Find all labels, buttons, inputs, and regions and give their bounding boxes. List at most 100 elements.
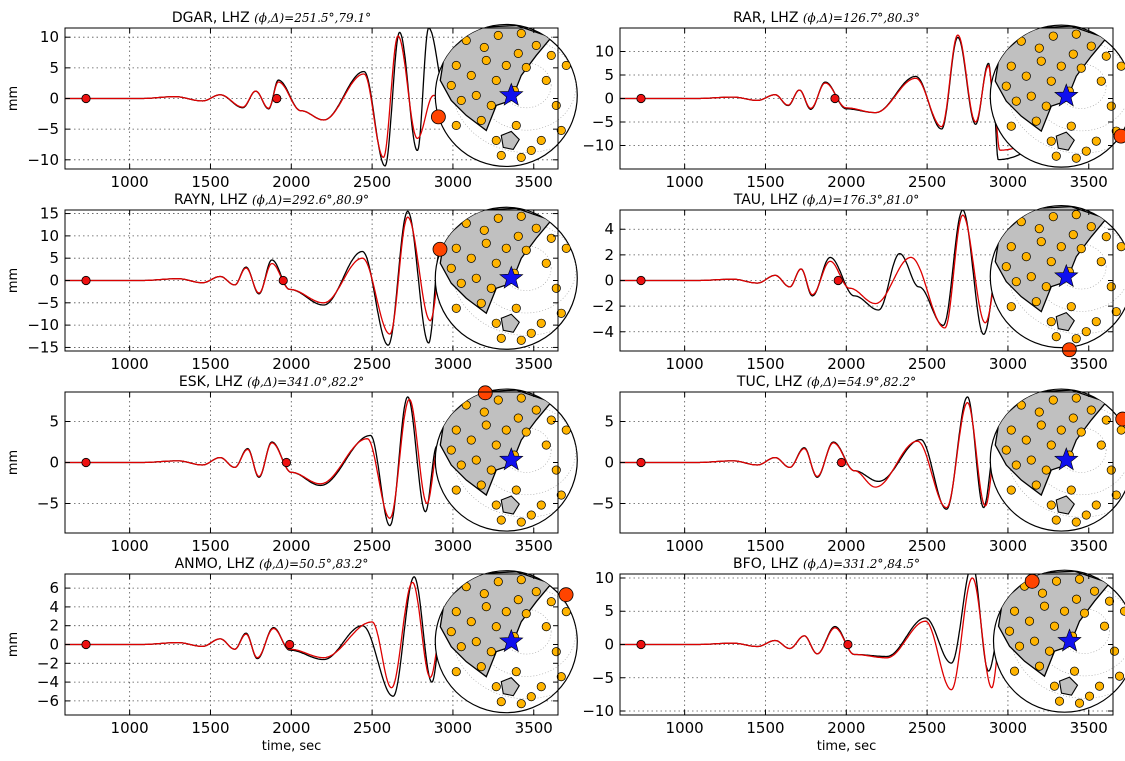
x-tick-label: 3500 [515, 719, 553, 737]
station-marker [1101, 232, 1111, 242]
y-tick-label: −5 [592, 494, 614, 512]
station-marker [521, 427, 531, 437]
x-tick-label: 1000 [111, 355, 149, 373]
x-axis-label: time, sec [262, 739, 322, 754]
graticule-line [501, 609, 552, 655]
x-tick-label: 3000 [434, 537, 472, 555]
station-marker [1091, 136, 1101, 146]
globe-content [439, 207, 578, 345]
angle-label: (ϕ,Δ)=50.5°,83.2° [259, 557, 368, 571]
station-marker [1051, 332, 1061, 342]
subplot-title: ANMO, LHZ (ϕ,Δ)=50.5°,83.2° [175, 556, 369, 572]
pick-marker [81, 275, 91, 286]
pick-marker [285, 639, 295, 650]
station-label: RAYN, LHZ [174, 192, 252, 208]
station-marker [1009, 666, 1020, 676]
station-marker [451, 303, 461, 313]
angle-label: (ϕ,Δ)=126.7°,80.3° [803, 11, 920, 25]
station-label: ANMO, LHZ [175, 556, 259, 572]
station-marker [493, 30, 503, 40]
star-icon [499, 265, 524, 289]
angle-label: (ϕ,Δ)=292.6°,80.9° [252, 193, 369, 207]
station-marker [1016, 36, 1026, 46]
station-marker [476, 480, 486, 490]
x-tick-label: 3000 [989, 355, 1027, 373]
station-marker [479, 407, 489, 417]
station-map-inset [989, 24, 1125, 168]
subplot-0: DGAR, LHZ (ϕ,Δ)=251.5°,79.1° 1000 1500 2000… [6, 10, 578, 191]
station-marker [1116, 425, 1125, 435]
station-marker [1066, 485, 1076, 495]
y-tick-label: −10 [27, 151, 59, 169]
station-marker [1051, 576, 1062, 586]
station-marker [1076, 427, 1086, 437]
station-marker [491, 258, 501, 268]
x-tick-label: 1500 [746, 173, 784, 191]
y-tick-label: −4 [37, 673, 59, 691]
station-marker [496, 697, 506, 707]
subplot-7: BFO, LHZ (ϕ,Δ)=331.2°,84.5° 1000 1500 2000 2… [582, 556, 1125, 754]
station-marker [1071, 517, 1081, 527]
station-marker [471, 90, 481, 100]
x-tick-label: 3500 [1070, 173, 1108, 191]
island [500, 313, 520, 333]
pick-marker [830, 93, 840, 104]
station-marker [491, 440, 501, 450]
pick-marker [278, 275, 288, 286]
station-marker [546, 50, 556, 60]
station-marker [536, 682, 546, 692]
station-marker [1104, 596, 1115, 606]
station-marker [516, 517, 526, 527]
station-marker [561, 425, 571, 435]
station-marker [1001, 445, 1011, 455]
y-axis-label: mm [6, 86, 21, 111]
current-station-marker [430, 109, 446, 125]
station-marker [541, 258, 551, 268]
station-marker [1016, 400, 1026, 410]
station-marker [1009, 606, 1020, 616]
y-tick-label: 0 [49, 272, 59, 290]
station-marker [1081, 327, 1091, 337]
station-marker [501, 60, 511, 70]
station-marker [1031, 116, 1041, 126]
station-marker [1031, 297, 1041, 307]
station-map-inset [434, 388, 578, 532]
station-marker [1011, 277, 1021, 287]
y-tick-label: 2 [604, 246, 614, 264]
x-tick-label: 3500 [1070, 537, 1108, 555]
current-station-marker [1024, 573, 1040, 589]
station-marker [1071, 210, 1081, 220]
station-marker [1091, 500, 1101, 510]
x-tick-label: 1500 [746, 537, 784, 555]
y-tick-label: 10 [40, 28, 59, 46]
station-marker [479, 42, 489, 52]
station-marker [511, 485, 521, 495]
station-marker [491, 135, 501, 145]
pick-marker [636, 457, 646, 468]
graticule-line [501, 427, 552, 473]
station-marker [479, 589, 489, 599]
x-tick-label: 1000 [666, 719, 704, 737]
station-marker [546, 415, 556, 425]
island [500, 677, 520, 697]
y-tick-label: 5 [604, 602, 614, 620]
x-tick-label: 3000 [434, 173, 472, 191]
station-marker [501, 243, 511, 253]
x-tick-label: 3000 [989, 719, 1027, 737]
current-station-marker [432, 241, 448, 257]
station-marker [511, 667, 521, 677]
station-marker [476, 298, 486, 308]
x-tick-label: 3000 [989, 537, 1027, 555]
station-marker [536, 500, 546, 510]
station-marker [1069, 666, 1080, 676]
station-marker [1114, 671, 1125, 681]
subplot-6: ANMO, LHZ (ϕ,Δ)=50.5°,83.2° 1000 1500 2000 2… [6, 556, 578, 754]
station-map-inset [434, 23, 578, 168]
station-marker [451, 485, 461, 495]
station-marker [446, 445, 456, 455]
station-marker [516, 699, 526, 709]
station-marker [1106, 465, 1116, 475]
y-tick-label: −10 [582, 137, 614, 155]
station-map-inset [989, 205, 1125, 349]
station-marker [1086, 41, 1096, 51]
